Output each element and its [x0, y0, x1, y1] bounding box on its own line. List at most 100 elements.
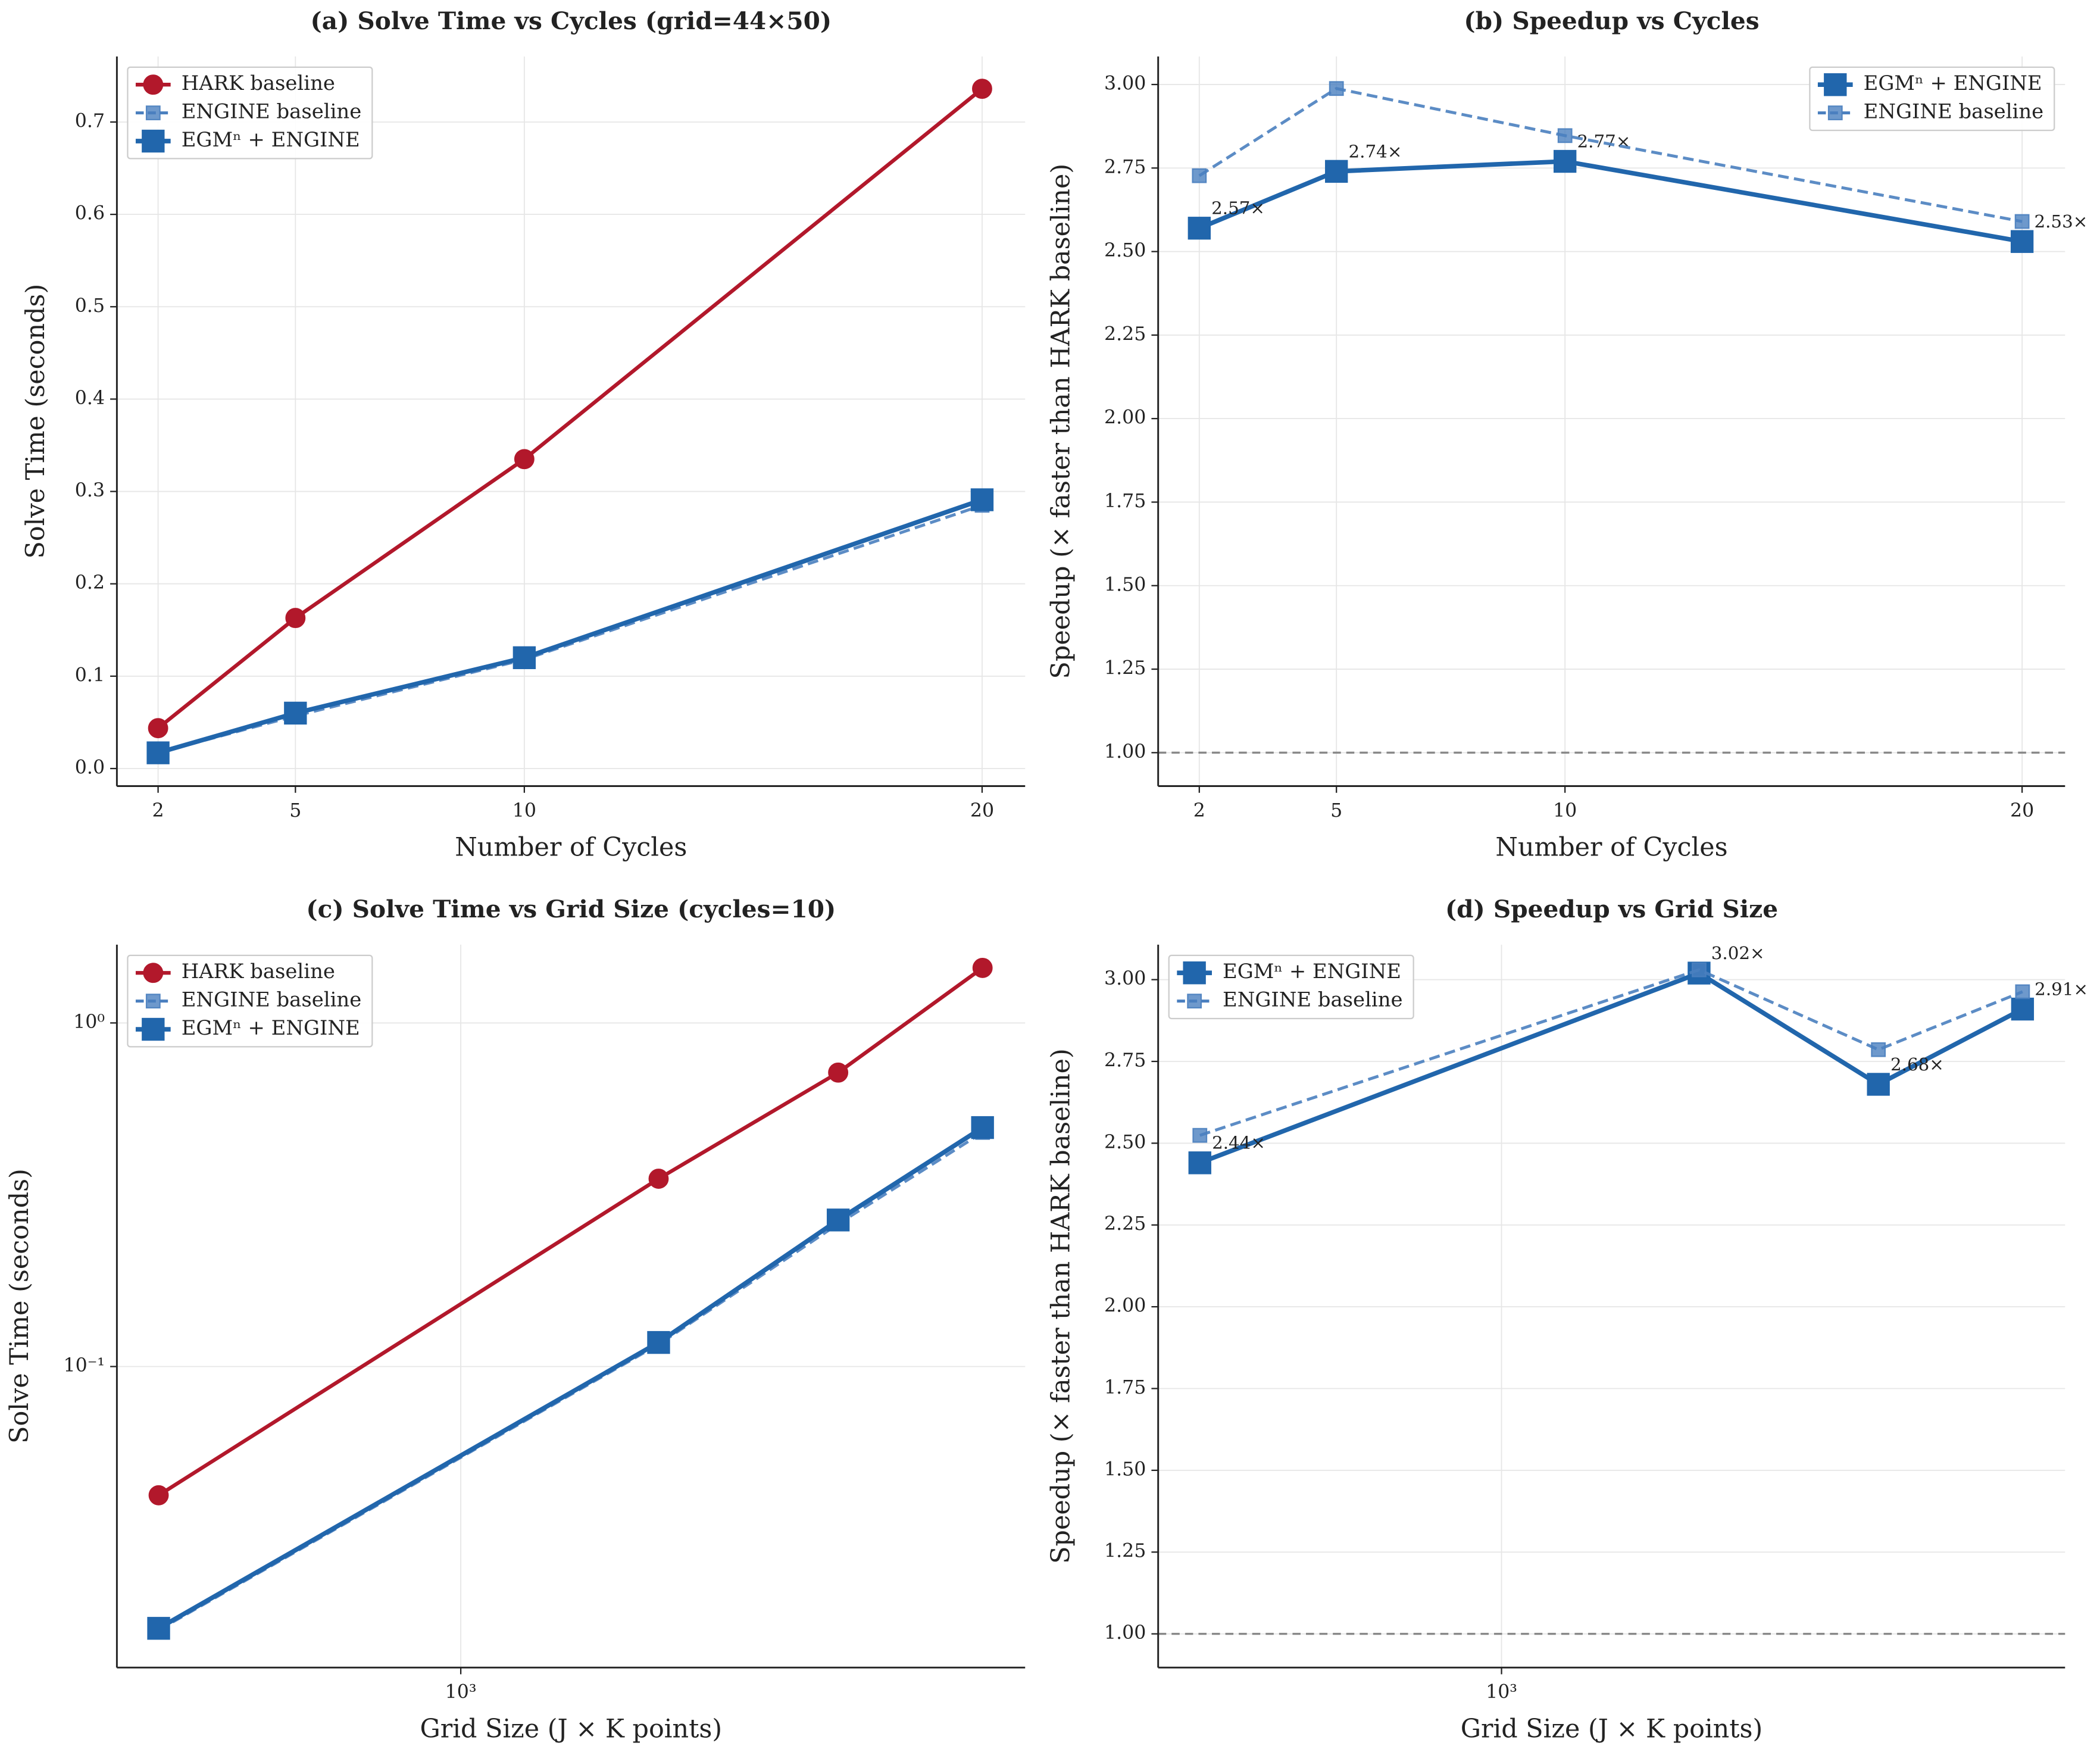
marker — [826, 1208, 850, 1232]
y-tick-label: 2.50 — [1104, 240, 1146, 261]
legend: HARK baseline ENGINE baseline EGMⁿ + ENGIN… — [127, 66, 373, 160]
x-tick-label: 10³ — [445, 1682, 477, 1703]
y-tick-label: 1.00 — [1104, 741, 1146, 763]
marker — [284, 701, 307, 725]
y-tick-label: 10⁻¹ — [64, 1355, 105, 1376]
legend-box — [127, 66, 373, 160]
x-axis-label: Grid Size (J × K points) — [420, 1714, 723, 1744]
x-tick-label: 10 — [512, 800, 536, 822]
panel: 10³ 10⁻¹ 10⁰ (c) Solve Time vs Grid Size (c… — [5, 895, 1026, 1744]
y-tick-label: 1.50 — [1104, 574, 1146, 595]
legend: EGMⁿ + ENGINE ENGINE baseline — [1168, 954, 1414, 1020]
legend-label: HARK baseline — [182, 960, 335, 983]
marker — [2014, 214, 2030, 229]
value-label: 2.53× — [2034, 211, 2088, 232]
series-line — [157, 87, 983, 730]
marker — [1692, 962, 1707, 977]
legend-label: EGMⁿ + ENGINE — [182, 1016, 360, 1039]
legend-label: ENGINE baseline — [182, 988, 362, 1011]
series-line — [1199, 970, 2024, 1165]
legend-label: EGMⁿ + ENGINE — [182, 128, 360, 151]
x-axis-label: Number of Cycles — [1495, 833, 1727, 863]
marker — [972, 957, 993, 978]
marker — [142, 1017, 165, 1041]
x-tick-label: 20 — [2010, 800, 2034, 822]
y-tick-label: 10⁰ — [73, 1011, 105, 1033]
value-label: 2.74× — [1349, 141, 1402, 161]
marker — [142, 129, 165, 153]
chart-title: (c) Solve Time vs Grid Size (cycles=10) — [306, 895, 836, 923]
marker — [148, 718, 168, 739]
y-tick-label: 3.00 — [1104, 968, 1146, 989]
value-label: 2.57× — [1211, 198, 1265, 218]
marker — [1871, 1042, 1886, 1057]
marker — [2015, 984, 2030, 1000]
value-label: 2.44× — [1212, 1133, 1265, 1153]
legend-box — [1809, 66, 2055, 132]
y-tick-label: 2.50 — [1104, 1132, 1146, 1153]
marker — [647, 1331, 670, 1354]
legend-label: ENGINE baseline — [1223, 988, 1403, 1011]
chart-title: (d) Speedup vs Grid Size — [1445, 895, 1778, 923]
x-tick-label: 5 — [1330, 800, 1342, 822]
chart-title: (a) Solve Time vs Cycles (grid=44×50) — [311, 7, 832, 35]
y-tick-label: 2.25 — [1104, 1213, 1146, 1235]
y-tick-label: 3.00 — [1104, 73, 1146, 94]
marker — [145, 105, 161, 121]
marker — [2010, 230, 2034, 253]
series-line — [1198, 87, 2023, 223]
marker — [1325, 160, 1348, 183]
value-label: 2.77× — [1577, 131, 1630, 151]
y-tick-label: 2.75 — [1104, 1050, 1146, 1071]
marker — [1183, 961, 1206, 985]
series-line — [1199, 968, 2023, 1137]
y-tick-label: 0.2 — [75, 572, 105, 594]
panel: 10³ 1.00 1.25 1.50 1.75 2.00 2.25 2.50 2.75 3.00 2… — [1046, 895, 2088, 1744]
y-tick-label: 0.4 — [75, 388, 105, 409]
x-tick-label: 2 — [152, 800, 164, 822]
marker — [148, 1485, 169, 1506]
x-axis-label: Grid Size (J × K points) — [1461, 1714, 1763, 1744]
legend-label: HARK baseline — [182, 71, 335, 95]
y-tick-label: 0.1 — [75, 664, 105, 686]
x-tick-label: 5 — [289, 800, 301, 822]
y-tick-label: 2.25 — [1104, 323, 1146, 345]
marker — [1553, 149, 1577, 173]
marker — [971, 1116, 994, 1139]
x-tick-label: 2 — [1193, 800, 1205, 822]
y-tick-label: 0.0 — [75, 757, 105, 778]
marker — [1827, 105, 1843, 121]
marker — [1557, 128, 1573, 143]
y-axis-label: Solve Time (seconds) — [5, 1169, 35, 1444]
y-tick-label: 1.00 — [1104, 1622, 1146, 1644]
x-axis-label: Number of Cycles — [455, 833, 687, 863]
marker — [1329, 81, 1344, 96]
x-tick-label: 10³ — [1486, 1682, 1517, 1703]
y-axis-label: Speedup (× faster than HARK baseline) — [1046, 164, 1076, 679]
marker — [1188, 1151, 1211, 1175]
x-tick-label: 20 — [970, 800, 994, 822]
marker — [1188, 217, 1211, 240]
marker — [143, 74, 164, 95]
marker — [1187, 994, 1202, 1009]
marker — [512, 646, 536, 670]
value-label: 2.68× — [1890, 1054, 1944, 1075]
legend-label: EGMⁿ + ENGINE — [1864, 71, 2042, 95]
legend-label: EGMⁿ + ENGINE — [1223, 960, 1401, 983]
value-label: 2.91× — [2035, 979, 2088, 999]
panel: 2 5 10 20 0.0 0.1 0.2 0.3 0.4 0.5 0.6 0.7 (a) Solve … — [21, 7, 1026, 863]
legend: HARK baseline ENGINE baseline EGMⁿ + ENGIN… — [127, 954, 373, 1048]
marker — [147, 1617, 170, 1640]
marker — [285, 608, 306, 629]
marker — [146, 741, 170, 764]
y-tick-label: 1.75 — [1104, 1377, 1146, 1398]
y-tick-label: 2.00 — [1104, 407, 1146, 429]
legend-label: ENGINE baseline — [182, 100, 362, 123]
series-line — [157, 497, 983, 755]
value-label: 3.02× — [1711, 943, 1765, 963]
marker — [1192, 168, 1207, 183]
series-line — [157, 966, 984, 1497]
legend-label: ENGINE baseline — [1864, 100, 2044, 123]
